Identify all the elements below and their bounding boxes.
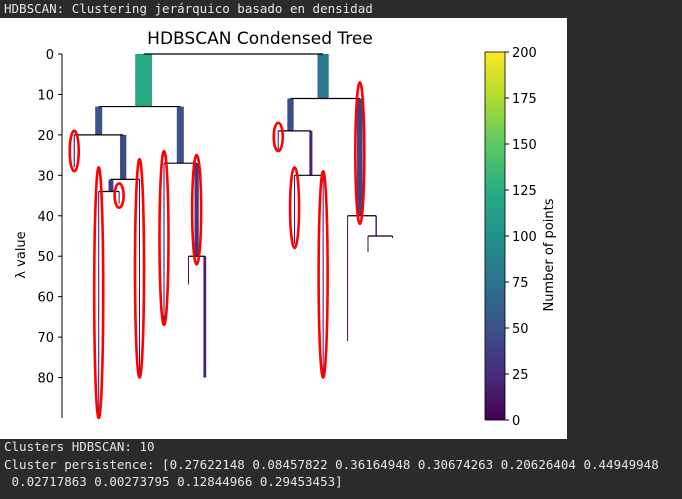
- y-tick-label: 60: [37, 291, 54, 306]
- selected-cluster-ellipse: [288, 165, 301, 250]
- y-axis-ticks: 0 10 20 30 40 50 60 70 80: [37, 48, 62, 387]
- colorbar-tick-label: 75: [512, 276, 529, 291]
- selected-cluster-ellipse: [113, 182, 125, 209]
- tree-branch: [187, 256, 189, 285]
- y-axis-label: λ value: [14, 231, 29, 278]
- tree-branch: [367, 236, 369, 253]
- selected-cluster-ellipse: [92, 165, 105, 420]
- y-tick-label: 70: [37, 331, 54, 346]
- tree-branch: [135, 54, 152, 107]
- y-tick-label: 80: [37, 372, 54, 387]
- y-tick-label: 40: [37, 210, 54, 225]
- persistence-output-line-1: Cluster persistence: [0.27622148 0.08457…: [4, 457, 659, 472]
- tree-branch: [176, 106, 184, 164]
- tree-branches: [73, 54, 393, 418]
- tree-branch: [108, 179, 114, 192]
- selected-cluster-ellipse: [190, 153, 203, 266]
- tree-branch: [309, 130, 313, 176]
- tree-branch: [118, 191, 120, 204]
- tree-branch: [120, 134, 127, 180]
- tree-branch: [294, 175, 296, 245]
- tree-branch: [194, 163, 199, 257]
- y-tick-label: 10: [37, 88, 54, 103]
- tree-branch: [322, 175, 324, 374]
- colorbar: [484, 51, 506, 421]
- colorbar-tick-label: 100: [512, 230, 537, 245]
- condensed-tree-chart: HDBSCAN Condensed Tree λ value 0 10 20 30 40…: [14, 29, 557, 429]
- selected-cluster-ellipse: [133, 157, 146, 379]
- y-tick-label: 50: [37, 250, 54, 265]
- colorbar-tick-label: 25: [512, 368, 529, 383]
- selected-clusters: [68, 81, 366, 420]
- colorbar-ticks: 0 25 50 75 100 125 150 175 200: [505, 46, 537, 429]
- colorbar-tick-label: 200: [512, 46, 537, 61]
- tree-branch: [98, 191, 100, 418]
- tree-splits: [74, 53, 393, 257]
- selected-cluster-ellipse: [317, 169, 329, 379]
- condensed-tree-figure: HDBSCAN Condensed Tree λ value 0 10 20 30 40…: [0, 18, 567, 439]
- colorbar-label: Number of points: [542, 198, 557, 311]
- persistence-output-line-2: 0.02717863 0.00273795 0.12844966 0.29453…: [4, 474, 343, 489]
- colorbar-tick-label: 50: [512, 322, 529, 337]
- y-tick-label: 0: [46, 48, 54, 63]
- colorbar-tick-label: 150: [512, 138, 537, 153]
- tree-branch: [391, 236, 393, 239]
- selected-cluster-ellipse: [272, 121, 285, 153]
- selected-cluster-ellipse: [158, 149, 170, 327]
- tree-branch: [139, 179, 141, 374]
- tree-branch: [317, 54, 329, 99]
- chart-title: HDBSCAN Condensed Tree: [147, 29, 373, 49]
- tree-branch: [357, 98, 363, 216]
- y-tick-label: 30: [37, 169, 54, 184]
- selected-cluster-ellipse: [68, 129, 81, 173]
- tree-branch: [163, 163, 165, 321]
- tree-branch: [95, 106, 103, 135]
- tree-branch: [287, 98, 294, 131]
- tree-branch: [347, 215, 349, 342]
- colorbar-tick-label: 175: [512, 92, 537, 107]
- console-title: HDBSCAN: Clustering jerárquico basado en…: [4, 1, 373, 16]
- selected-cluster-ellipse: [354, 81, 366, 226]
- colorbar-tick-label: 0: [512, 414, 520, 429]
- clusters-count-output: Clusters HDBSCAN: 10: [4, 439, 155, 454]
- tree-branch: [203, 256, 207, 378]
- tree-branch: [375, 215, 377, 236]
- y-tick-label: 20: [37, 129, 54, 144]
- colorbar-tick-label: 125: [512, 184, 537, 199]
- tree-branch: [277, 130, 279, 152]
- tree-branch: [73, 134, 75, 168]
